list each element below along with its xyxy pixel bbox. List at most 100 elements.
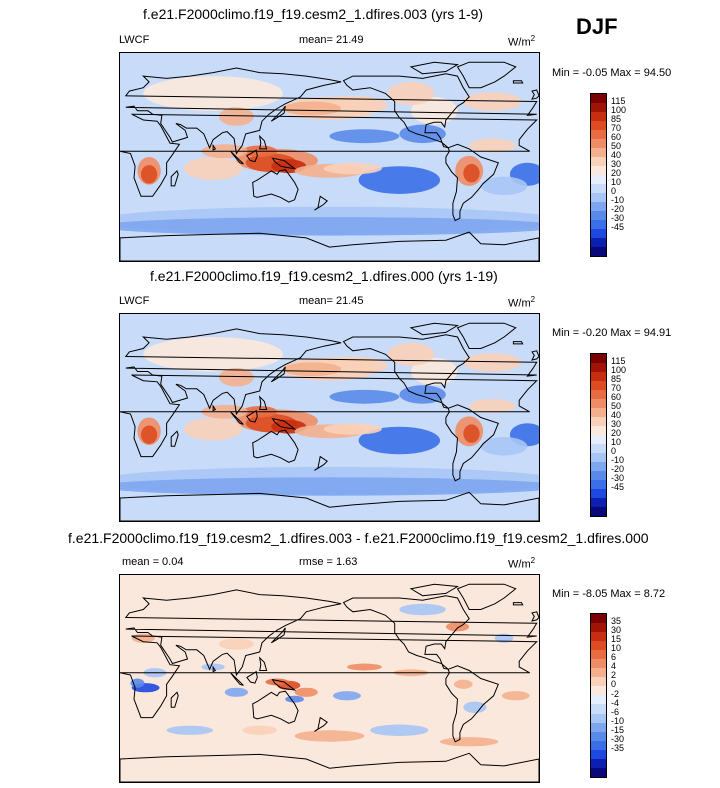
panel-2-map [119, 313, 540, 522]
colorbar-segment [591, 731, 606, 741]
field-contour [463, 353, 522, 372]
coastline [271, 417, 297, 430]
colorbar-tick-label: -35 [611, 742, 625, 753]
field-contour [454, 679, 473, 689]
panel-3-colorbar [590, 613, 607, 778]
panel-2-minmax-label: Min = -0.20 Max = 94.91 [552, 327, 672, 339]
colorbar-segment [591, 444, 606, 453]
colorbar-segment [591, 722, 606, 732]
coastline [258, 134, 268, 150]
coastline [124, 589, 538, 677]
coastline [270, 105, 286, 122]
field-contour [463, 92, 522, 111]
colorbar-segment [591, 175, 606, 184]
colorbar-tick-label: 60 [611, 132, 622, 142]
field-contour [399, 385, 446, 404]
field-contour [329, 389, 400, 404]
coastline [456, 61, 517, 89]
colorbar-tick-label: -30 [611, 733, 625, 744]
field-contour [399, 124, 446, 144]
colorbar-segment [591, 399, 606, 408]
field-contour [143, 76, 283, 111]
colorbar-segment [591, 659, 606, 669]
panel-2-units-label: W/m2 [508, 295, 536, 310]
field-contour [184, 157, 243, 181]
coastline [212, 143, 217, 151]
colorbar-segment [591, 247, 606, 256]
field-contour [480, 176, 528, 196]
field-contour [242, 725, 278, 735]
coastline [512, 341, 524, 345]
colorbar-segment [591, 94, 606, 103]
colorbar-segment [591, 614, 606, 624]
panel-1-map [119, 52, 540, 262]
field-contour [140, 165, 158, 184]
field-contour [501, 691, 530, 701]
colorbar-segment [591, 623, 606, 633]
colorbar-segment [591, 462, 606, 471]
field-contour [440, 737, 499, 747]
colorbar-segment [591, 498, 606, 507]
coastline [270, 627, 286, 644]
field-contour [224, 687, 249, 697]
coastline [258, 395, 268, 410]
coastline [230, 411, 244, 425]
colorbar-segment [591, 686, 606, 696]
field-contour [332, 691, 361, 701]
colorbar-segment [591, 713, 606, 723]
coastline [512, 602, 524, 606]
colorbar-segment [591, 408, 606, 417]
colorbar-segment [591, 220, 606, 229]
coastline [246, 149, 258, 163]
colorbar-tick-label: 115 [611, 356, 626, 366]
field-contour [346, 663, 382, 671]
colorbar-segment [591, 740, 606, 750]
colorbar-tick-label: -30 [611, 213, 625, 223]
field-contour [184, 417, 243, 441]
colorbar-segment [591, 704, 606, 714]
panel-2-variable-label: LWCF [119, 295, 150, 307]
coastline [314, 195, 328, 211]
colorbar-tick-label: 50 [611, 401, 622, 411]
coastline [246, 409, 258, 423]
colorbar-segment [591, 650, 606, 660]
panel-1-units-label: W/m2 [508, 34, 536, 49]
map-svg [120, 53, 539, 261]
coastline [342, 595, 470, 670]
colorbar-segment [591, 453, 606, 462]
colorbar-segment [591, 758, 606, 768]
colorbar-tick-label: -20 [611, 464, 625, 474]
colorbar-tick-label: 85 [611, 114, 622, 124]
field-contour [140, 425, 158, 444]
coastline [342, 73, 470, 149]
panel-1-title: f.e21.F2000climo.f19_f19.cesm2_1.dfires.… [143, 6, 484, 22]
colorbar-tick-label: 10 [611, 643, 622, 654]
coastline [409, 322, 460, 336]
field-contour [120, 477, 539, 496]
colorbar-tick-label: 70 [611, 123, 622, 133]
colorbar-segment [591, 229, 606, 238]
colorbar-tick-label: 6 [611, 652, 617, 663]
field-contour [410, 357, 458, 386]
colorbar-tick-label: -30 [611, 473, 625, 483]
coastline [170, 691, 179, 708]
coastline [120, 231, 539, 261]
colorbar-segment [591, 480, 606, 489]
field-contour [166, 725, 214, 735]
colorbar-segment [591, 435, 606, 444]
colorbar-tick-label: 100 [611, 105, 627, 115]
colorbar-segment [591, 193, 606, 202]
coastline [170, 430, 179, 447]
colorbar-tick-label: -20 [611, 204, 625, 214]
colorbar-tick-label: 4 [611, 661, 617, 672]
colorbar-tick-label: 115 [611, 96, 626, 106]
colorbar-tick-label: -45 [611, 482, 625, 492]
coastline [270, 366, 286, 383]
panel-1-mean-label: mean= 21.49 [299, 34, 364, 46]
field-contour [120, 217, 539, 236]
coastline [409, 583, 460, 597]
coastline [120, 113, 538, 197]
panel-3-title: f.e21.F2000climo.f19_f19.cesm2_1.dfires.… [68, 530, 649, 546]
field-contour [463, 424, 480, 443]
coastline [342, 334, 470, 409]
